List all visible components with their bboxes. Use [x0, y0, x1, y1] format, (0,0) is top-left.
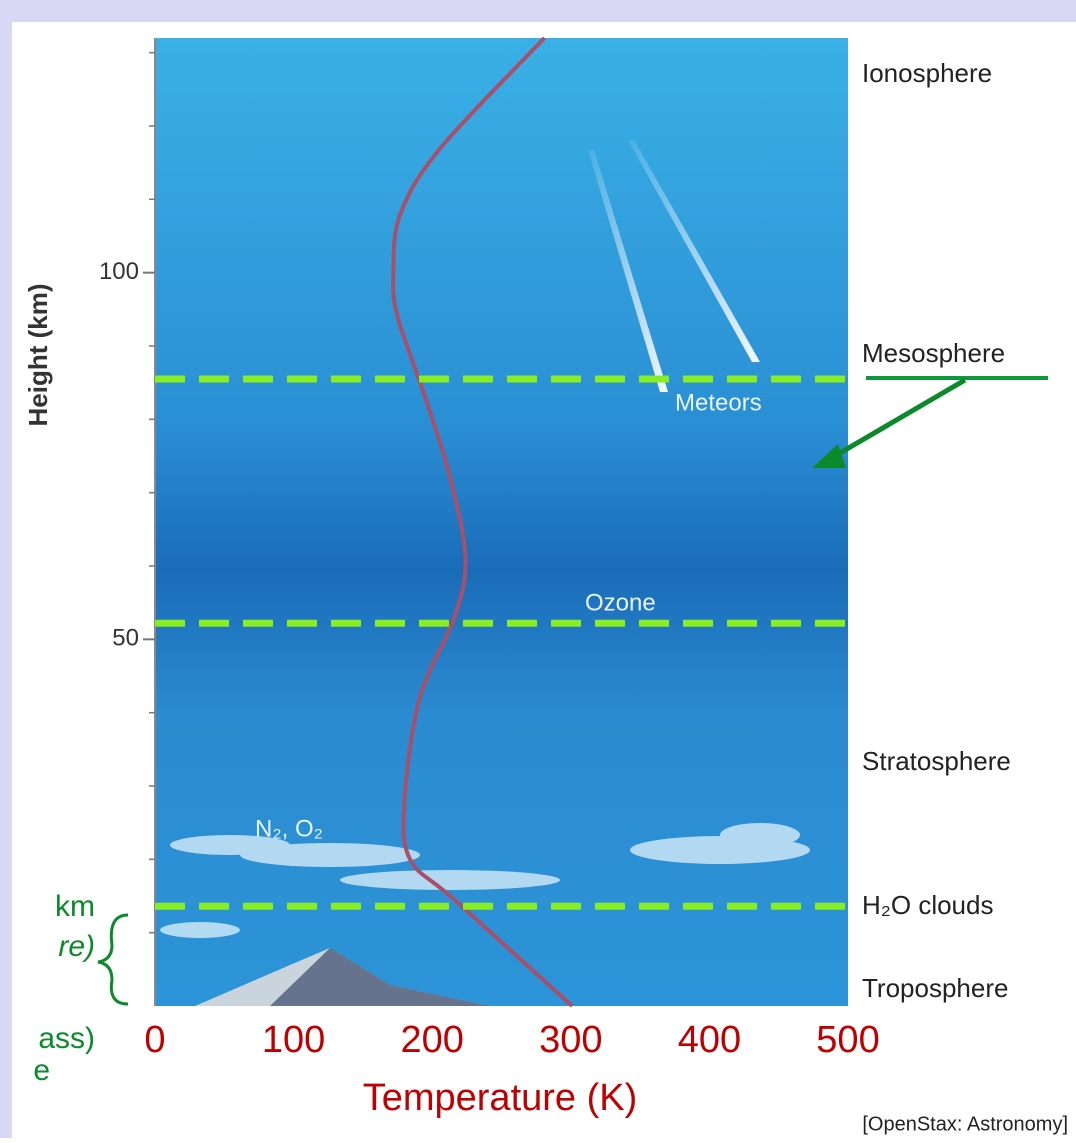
x-tick-label: 100 [262, 1019, 325, 1061]
x-tick-label: 500 [816, 1019, 879, 1061]
y-tick-label: 100 [99, 258, 139, 285]
layer-label: Stratosphere [862, 746, 1011, 776]
source: [OpenStax: Astronomy] [862, 1113, 1068, 1135]
layer-label: Troposphere [862, 973, 1008, 1003]
brace [98, 915, 128, 1004]
layer-label: Ionosphere [862, 58, 992, 88]
x-tick-label: 0 [144, 1019, 165, 1061]
side-bar [0, 0, 12, 1138]
x-tick-label: 200 [400, 1019, 463, 1061]
side-note: km [55, 890, 95, 923]
inner-label: Ozone [585, 589, 656, 616]
y-axis-label: Height (km) [23, 284, 53, 427]
x-tick-label: 400 [678, 1019, 741, 1061]
inner-label: N₂, O₂ [255, 815, 323, 842]
slide: Height (km) Temperature (K) [OpenStax: A… [0, 0, 1076, 1138]
arrow [828, 380, 965, 460]
y-tick-label: 50 [112, 625, 139, 652]
layer-label: Mesosphere [862, 338, 1005, 368]
side-note: ass) [38, 1022, 95, 1055]
side-note: re) [58, 930, 95, 963]
side-note: e [33, 1054, 50, 1087]
inner-label: Meteors [675, 389, 762, 416]
layer-label: H₂O clouds [862, 890, 993, 920]
x-axis-label: Temperature (K) [363, 1077, 638, 1119]
x-tick-label: 300 [539, 1019, 602, 1061]
top-bar [0, 0, 1076, 22]
